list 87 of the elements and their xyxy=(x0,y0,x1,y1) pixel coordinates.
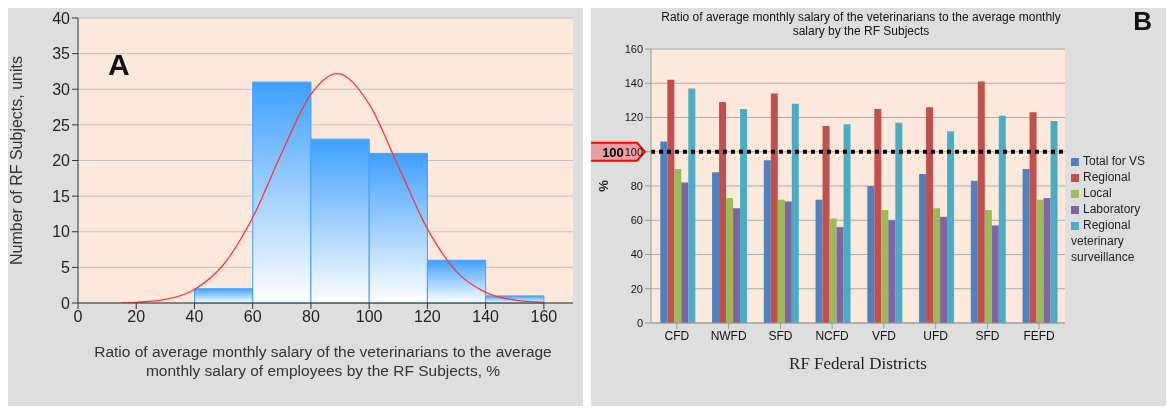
bar xyxy=(1050,120,1058,323)
y-tick-label: 80 xyxy=(630,179,643,192)
x-tick-label: NCFD xyxy=(815,328,850,343)
y-tick-label: 120 xyxy=(624,111,643,124)
bar xyxy=(933,208,941,323)
text: B xyxy=(1133,6,1152,37)
bar xyxy=(791,103,799,323)
y-tick-label: 40 xyxy=(630,248,643,261)
y-tick-label: 30 xyxy=(52,80,71,98)
legend-label: Local xyxy=(1083,186,1112,200)
bar xyxy=(836,227,844,323)
x-tick-label: 100 xyxy=(355,308,383,326)
y-tick-label: 140 xyxy=(624,77,643,90)
bar xyxy=(970,180,978,323)
x-tick-label: NWFD xyxy=(710,328,747,343)
bar xyxy=(926,107,934,323)
bar xyxy=(777,199,785,323)
chart-title: Ratio of average monthly salary of the veterinarians to the average monthly salary by the RF Subjects xyxy=(660,10,1062,38)
bar xyxy=(991,225,999,323)
x-axis-title: Ratio of average monthly salary of the veterinarians to the average monthly salary of employees by the RF Subjects, % xyxy=(93,342,553,380)
bar xyxy=(688,88,696,323)
bar xyxy=(881,209,889,323)
y-tick-label: 35 xyxy=(52,45,71,63)
bar xyxy=(719,102,727,323)
x-axis-title: RF Federal Districts xyxy=(789,354,927,373)
x-tick-label: UFD xyxy=(923,328,949,343)
bar xyxy=(763,160,771,323)
y-tick-label: 100 xyxy=(624,145,643,158)
y-tick-label: 10 xyxy=(52,223,71,241)
bar xyxy=(681,182,689,323)
y-tick-label: 60 xyxy=(630,214,643,227)
x-tick-label: SFD xyxy=(768,328,793,343)
bar xyxy=(1029,112,1037,323)
bar xyxy=(977,81,985,323)
x-tick-label: 60 xyxy=(243,308,262,326)
y-tick-label: 160 xyxy=(624,42,643,55)
bar xyxy=(784,201,792,323)
legend-label: Total for VS xyxy=(1083,154,1146,168)
bar xyxy=(660,141,668,323)
y-tick-label: 0 xyxy=(61,294,71,312)
y-axis-title: % xyxy=(595,179,611,192)
bar xyxy=(1043,197,1051,323)
x-tick-label: 40 xyxy=(185,308,204,326)
bar xyxy=(895,122,903,323)
bar xyxy=(733,208,741,323)
legend-label: Regional xyxy=(1083,170,1131,184)
y-tick-label: 20 xyxy=(52,152,71,170)
bar xyxy=(940,216,948,323)
bar xyxy=(740,108,748,323)
bar xyxy=(867,186,875,323)
bar xyxy=(712,172,720,323)
bar xyxy=(770,93,778,323)
bar xyxy=(888,220,896,323)
bar xyxy=(674,168,682,323)
bar xyxy=(667,79,675,323)
bar xyxy=(1036,199,1044,323)
x-tick-label: CFD xyxy=(664,328,690,343)
bar xyxy=(1022,168,1030,323)
x-tick-label: 80 xyxy=(302,308,320,326)
x-tick-label: 160 xyxy=(530,308,558,326)
y-tick-label: 5 xyxy=(61,259,71,277)
y-tick-label: 15 xyxy=(52,187,71,205)
bar xyxy=(843,124,851,323)
legend-label: Laboratory xyxy=(1083,202,1141,216)
x-tick-label: 140 xyxy=(472,308,500,326)
ref-line-label: 100 xyxy=(602,144,624,160)
bar xyxy=(815,199,823,323)
y-tick-label: 25 xyxy=(52,116,71,134)
annotation: A xyxy=(108,48,130,82)
x-tick-label: 120 xyxy=(414,308,441,326)
bar xyxy=(984,209,992,323)
y-tick-label: 40 xyxy=(52,9,71,27)
x-tick-label: SFD xyxy=(975,328,1000,343)
bar xyxy=(726,197,734,323)
bar xyxy=(874,108,882,323)
x-tick-label: 0 xyxy=(73,308,83,326)
bar xyxy=(998,115,1006,323)
y-tick-label: 20 xyxy=(630,282,643,295)
x-tick-label: FEFD xyxy=(1023,328,1056,343)
legend-label: Regional veterinary surveillance xyxy=(1071,218,1135,264)
bar xyxy=(947,131,955,323)
bar xyxy=(829,218,837,323)
bar xyxy=(822,126,830,323)
x-tick-label: VFD xyxy=(871,328,897,343)
y-axis-title: Number of RF Subjects, units xyxy=(7,56,25,265)
bar xyxy=(919,174,927,323)
x-tick-label: 20 xyxy=(127,308,146,326)
